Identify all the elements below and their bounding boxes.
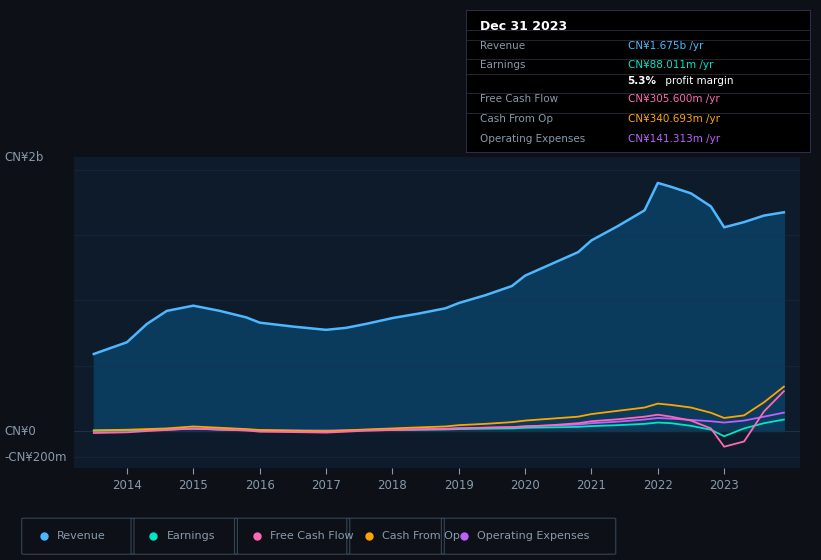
Text: CN¥2b: CN¥2b — [4, 151, 44, 164]
Text: Revenue: Revenue — [57, 531, 106, 541]
Text: Free Cash Flow: Free Cash Flow — [480, 95, 558, 105]
Text: -CN¥200m: -CN¥200m — [4, 451, 67, 464]
Text: CN¥305.600m /yr: CN¥305.600m /yr — [627, 95, 719, 105]
Text: CN¥0: CN¥0 — [4, 424, 36, 437]
Text: 5.3%: 5.3% — [627, 76, 657, 86]
Text: profit margin: profit margin — [662, 76, 733, 86]
Text: CN¥88.011m /yr: CN¥88.011m /yr — [627, 60, 713, 70]
Text: CN¥340.693m /yr: CN¥340.693m /yr — [627, 114, 720, 124]
Text: Dec 31 2023: Dec 31 2023 — [480, 20, 567, 32]
Text: Operating Expenses: Operating Expenses — [480, 134, 585, 144]
Text: CN¥141.313m /yr: CN¥141.313m /yr — [627, 134, 720, 144]
Text: Revenue: Revenue — [480, 41, 525, 51]
Text: Cash From Op: Cash From Op — [383, 531, 460, 541]
Text: Cash From Op: Cash From Op — [480, 114, 553, 124]
Text: CN¥1.675b /yr: CN¥1.675b /yr — [627, 41, 703, 51]
Text: Operating Expenses: Operating Expenses — [477, 531, 589, 541]
Text: Free Cash Flow: Free Cash Flow — [270, 531, 354, 541]
Text: Earnings: Earnings — [480, 60, 525, 70]
Text: Earnings: Earnings — [167, 531, 215, 541]
